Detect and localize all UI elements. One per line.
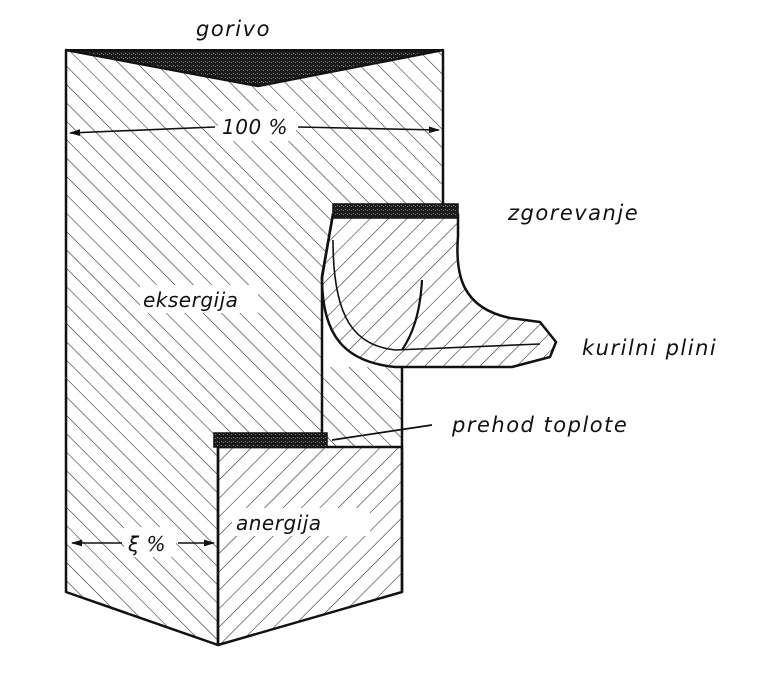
total-percent-label: 100 % bbox=[222, 115, 288, 139]
heat-transfer-label: prehod toplote bbox=[451, 413, 628, 437]
heat-transfer-leader-line bbox=[331, 424, 433, 441]
flue-gas-inner-curve-2 bbox=[332, 239, 541, 351]
anergy-label: anergija bbox=[236, 511, 322, 535]
exergy-right-column bbox=[322, 367, 402, 447]
flue-gases-label: kurilni plini bbox=[582, 336, 717, 360]
fuel-label: gorivo bbox=[196, 17, 271, 41]
exergy-label: eksergija bbox=[143, 288, 238, 312]
flue-gas-inner-curve bbox=[401, 279, 424, 351]
combustion-label: zgorevanje bbox=[507, 201, 639, 225]
total-dimension: 100 % bbox=[68, 111, 441, 141]
efficiency-dimension: ξ % bbox=[70, 527, 216, 557]
fuel-input-wedge bbox=[65, 49, 444, 88]
heat-transfer-bar bbox=[213, 432, 328, 448]
flue-gas-branch bbox=[320, 212, 558, 369]
anergy-region bbox=[216, 445, 404, 647]
arrowhead-icon bbox=[297, 126, 441, 134]
combustion-bar bbox=[332, 203, 459, 219]
efficiency-percent-label: ξ % bbox=[127, 532, 166, 556]
arrowhead-icon bbox=[68, 126, 216, 136]
